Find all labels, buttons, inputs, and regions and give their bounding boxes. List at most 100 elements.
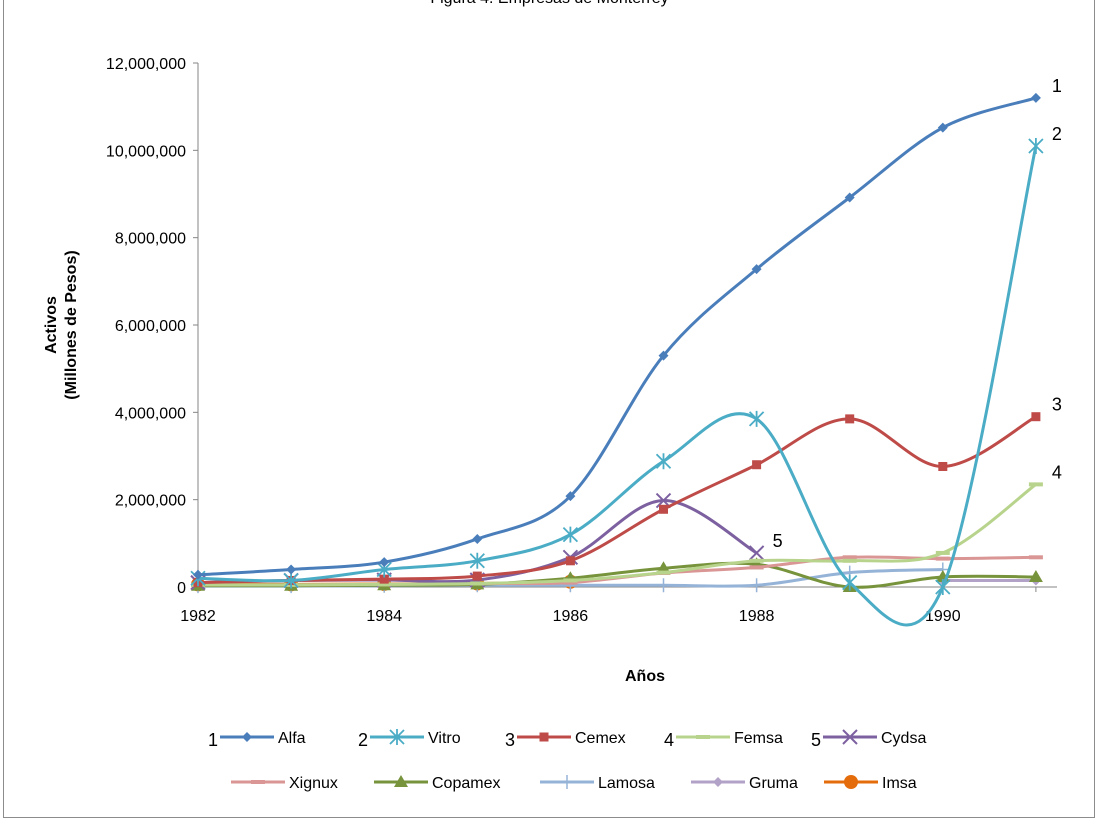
data-point	[749, 578, 764, 593]
legend-swatch-marker	[539, 732, 549, 742]
data-point	[937, 122, 948, 133]
data-point	[472, 571, 482, 581]
x-tick-label: 1984	[366, 608, 402, 625]
legend-number: 5	[811, 730, 821, 750]
y-axis-title-line1: Activos	[43, 296, 60, 354]
data-point	[563, 580, 578, 585]
y-tick-label: 10,000,000	[106, 143, 186, 160]
legend-swatch-marker	[394, 775, 408, 787]
data-point	[655, 453, 672, 470]
data-point	[658, 350, 669, 361]
data-point	[752, 460, 762, 470]
legend-item-xignux: Xignux	[231, 775, 338, 792]
data-point	[935, 550, 950, 555]
series-alfa	[193, 92, 1041, 580]
legend-item-alfa: 1 Alfa	[208, 730, 306, 750]
y-tick-label: 6,000,000	[115, 318, 186, 335]
legend-number: 2	[358, 730, 368, 750]
legend-label: Copamex	[432, 775, 500, 792]
legend-item-copamex: Copamex	[374, 775, 500, 792]
legend-swatch-marker	[389, 729, 405, 745]
y-tick-label: 4,000,000	[115, 405, 186, 422]
data-point	[842, 555, 857, 560]
data-point	[749, 565, 764, 570]
legend: 1 Alfa 2 Vitro 3 Cemex 4 Femsa 5 Cydsa Xignux Copam…	[208, 729, 926, 792]
data-point	[656, 561, 671, 574]
data-point	[655, 492, 672, 509]
series-layer	[190, 92, 1044, 627]
data-point	[562, 526, 579, 543]
chart-frame	[3, 0, 1095, 818]
data-point	[565, 491, 576, 502]
series-line	[197, 483, 1037, 587]
data-point	[379, 557, 390, 568]
legend-number: 4	[664, 730, 674, 750]
data-point	[563, 578, 578, 583]
data-point	[751, 264, 762, 275]
data-point	[1028, 555, 1043, 560]
data-point	[1028, 137, 1044, 154]
data-point	[1031, 412, 1041, 422]
data-point	[656, 570, 671, 575]
data-point	[748, 410, 765, 427]
series-end-label: 2	[1052, 124, 1062, 144]
x-tick-label: 1986	[553, 608, 589, 625]
data-point	[1030, 92, 1041, 103]
data-point	[283, 572, 299, 589]
legend-label: Xignux	[289, 775, 338, 792]
data-point	[469, 552, 485, 569]
legend-label: Alfa	[278, 730, 306, 747]
x-axis-title: Años	[625, 668, 665, 685]
data-point	[656, 578, 671, 593]
series-end-label: 1	[1052, 76, 1062, 96]
y-tick-label: 12,000,000	[106, 56, 186, 73]
chart-title: Figura 4. Empresas de Monterrey	[0, 0, 1099, 8]
data-point	[842, 574, 858, 591]
data-point	[286, 564, 297, 575]
legend-swatch-marker	[242, 732, 252, 742]
data-point	[1028, 482, 1043, 487]
legend-label: Femsa	[734, 730, 783, 747]
legend-item-femsa: 4 Femsa	[664, 730, 783, 750]
legend-item-imsa: Imsa	[824, 775, 917, 792]
legend-swatch-marker	[560, 775, 574, 789]
data-point	[472, 533, 483, 544]
legend-label: Gruma	[749, 775, 798, 792]
data-point	[1028, 569, 1043, 582]
x-tick-label: 1982	[180, 608, 216, 625]
legend-label: Vitro	[428, 730, 461, 747]
legend-swatch-marker	[844, 775, 858, 789]
legend-label: Imsa	[882, 775, 917, 792]
series-end-label: 5	[773, 531, 783, 551]
data-point	[470, 581, 485, 586]
data-point	[748, 545, 765, 561]
data-point	[935, 579, 951, 595]
end-labels: 1 2 3 4 5	[773, 76, 1062, 551]
legend-item-vitro: 2 Vitro	[358, 729, 461, 750]
axes: 0 2,000,000 4,000,000 6,000,000 8,000,000 10,…	[106, 56, 1057, 625]
legend-item-cemex: 3 Cemex	[505, 730, 626, 750]
data-point	[565, 556, 575, 566]
series-line	[197, 96, 1037, 577]
data-point	[842, 558, 857, 563]
legend-number: 3	[505, 730, 515, 750]
data-point	[749, 558, 764, 563]
legend-item-gruma: Gruma	[691, 775, 798, 792]
legend-swatch-marker	[713, 777, 723, 787]
series-end-label: 4	[1052, 462, 1062, 482]
data-point	[935, 556, 950, 561]
y-axis-title-line2: (Millones de Pesos)	[63, 250, 80, 399]
series-end-label: 3	[1052, 395, 1062, 415]
legend-label: Lamosa	[598, 775, 655, 792]
data-point	[379, 574, 389, 584]
y-tick-label: 8,000,000	[115, 231, 186, 248]
data-point	[844, 192, 855, 203]
y-tick-label: 0	[177, 580, 186, 597]
legend-item-lamosa: Lamosa	[540, 775, 655, 792]
data-point	[659, 504, 668, 514]
y-tick-label: 2,000,000	[115, 493, 186, 510]
data-point	[377, 582, 392, 587]
legend-label: Cydsa	[881, 730, 926, 747]
legend-swatch-marker	[251, 780, 265, 784]
